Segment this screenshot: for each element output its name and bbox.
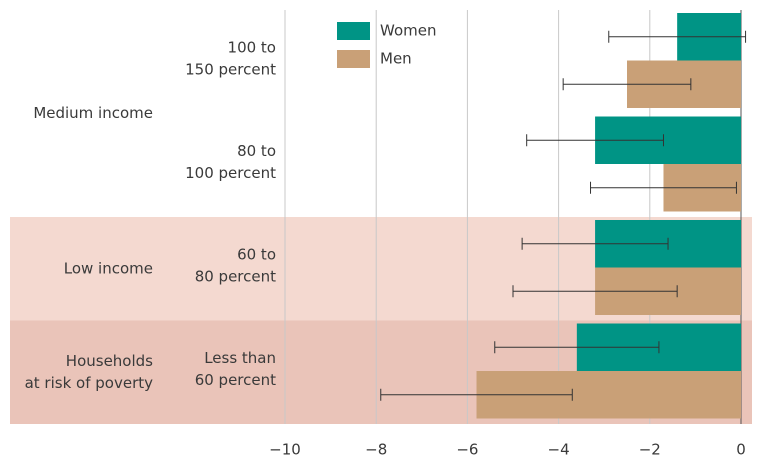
x-tick-label: −4: [548, 441, 570, 459]
x-tick-label: −2: [639, 441, 661, 459]
category-label: 60 percent: [195, 371, 276, 389]
category-label: 100 to: [228, 38, 276, 56]
legend-label: Men: [380, 50, 412, 68]
legend-label: Women: [380, 22, 436, 40]
x-tick-label: −10: [269, 441, 301, 459]
legend-swatch: [337, 22, 370, 40]
x-tick-label: −6: [456, 441, 478, 459]
group-label: at risk of poverty: [25, 374, 154, 392]
group-band: [10, 10, 752, 217]
x-tick-label: 0: [736, 441, 746, 459]
x-tick-label: −8: [365, 441, 387, 459]
category-label: 80 percent: [195, 267, 276, 285]
group-label: Medium income: [33, 104, 153, 122]
category-label: 150 percent: [185, 60, 276, 78]
group-label: Households: [66, 352, 153, 370]
group-label: Low income: [64, 259, 153, 277]
category-label: Less than: [204, 349, 276, 367]
category-label: 100 percent: [185, 164, 276, 182]
category-label: 80 to: [237, 142, 276, 160]
category-label: 60 to: [237, 245, 276, 263]
legend-swatch: [337, 50, 370, 68]
